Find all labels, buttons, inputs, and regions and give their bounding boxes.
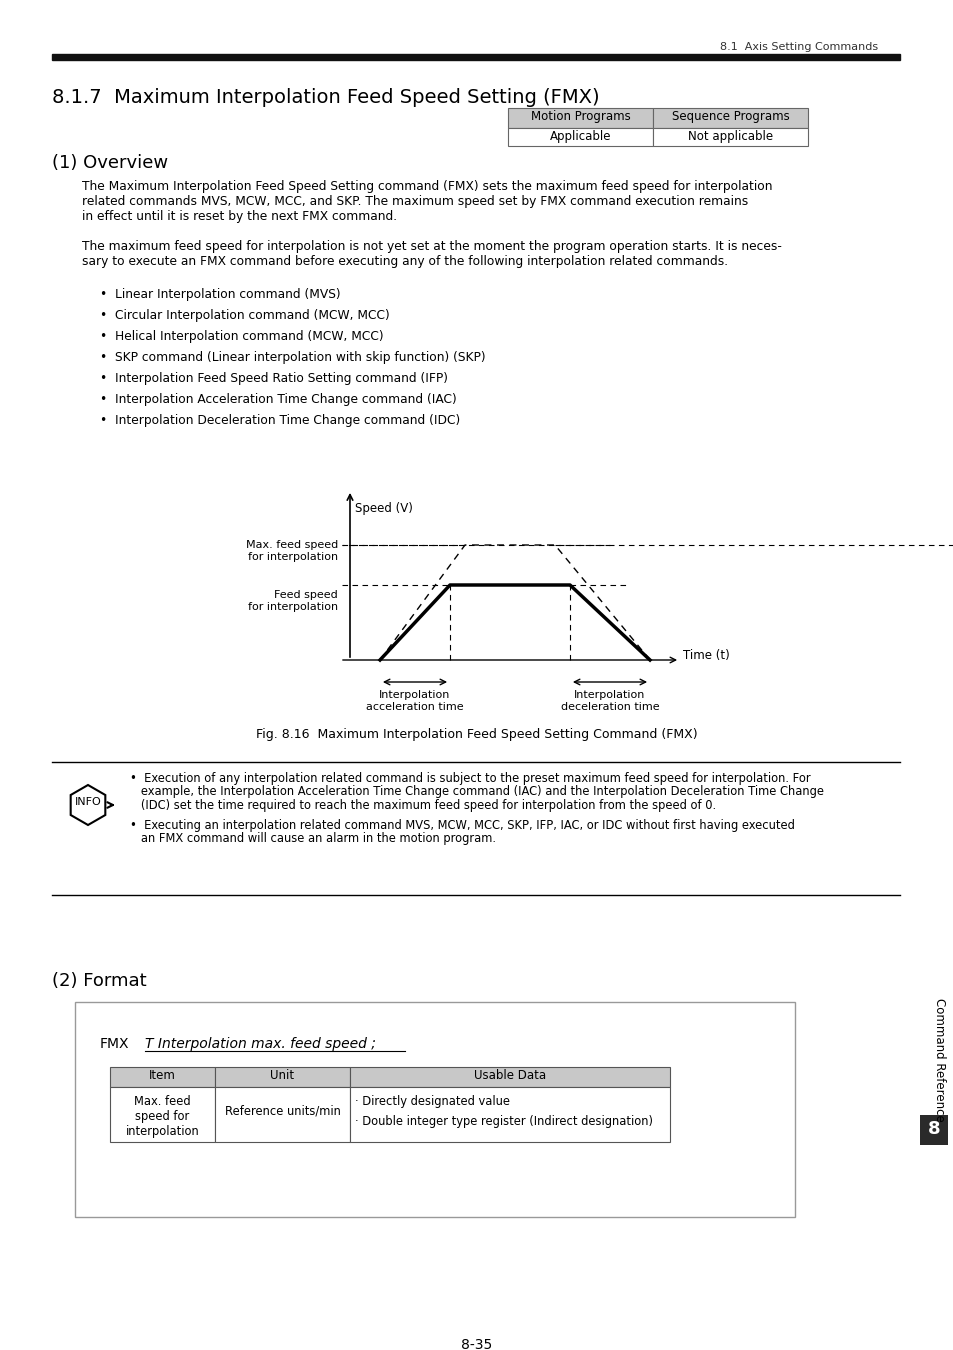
Text: •  Interpolation Deceleration Time Change command (IDC): • Interpolation Deceleration Time Change…	[100, 414, 459, 427]
Text: 8.1  Axis Setting Commands: 8.1 Axis Setting Commands	[720, 42, 877, 53]
Text: INFO: INFO	[74, 796, 101, 807]
Text: Reference units/min: Reference units/min	[224, 1106, 340, 1118]
Text: The Maximum Interpolation Feed Speed Setting command (FMX) sets the maximum feed: The Maximum Interpolation Feed Speed Set…	[82, 180, 772, 223]
Bar	[52, 54, 899, 59]
Text: •  Circular Interpolation command (MCW, MCC): • Circular Interpolation command (MCW, M…	[100, 309, 390, 323]
Bar	[214, 1066, 350, 1087]
Text: (IDC) set the time required to reach the maximum feed speed for interpolation fr: (IDC) set the time required to reach the…	[130, 799, 716, 811]
Text: •  Interpolation Feed Speed Ratio Setting command (IFP): • Interpolation Feed Speed Ratio Setting…	[100, 373, 448, 385]
Text: · Double integer type register (Indirect designation): · Double integer type register (Indirect…	[355, 1115, 652, 1129]
Text: Max. feed
speed for
interpolation: Max. feed speed for interpolation	[126, 1095, 199, 1138]
Text: FMX: FMX	[100, 1037, 130, 1052]
Text: Command Reference: Command Reference	[933, 998, 945, 1122]
Bar	[652, 128, 807, 146]
Bar	[110, 1066, 214, 1087]
Text: Sequence Programs: Sequence Programs	[671, 109, 788, 123]
Bar	[507, 128, 652, 146]
Text: an FMX command will cause an alarm in the motion program.: an FMX command will cause an alarm in th…	[130, 832, 496, 845]
Text: •  Execution of any interpolation related command is subject to the preset maxim: • Execution of any interpolation related…	[130, 772, 810, 784]
Text: •  SKP command (Linear interpolation with skip function) (SKP): • SKP command (Linear interpolation with…	[100, 351, 485, 364]
Bar	[652, 108, 807, 128]
Text: Speed (V): Speed (V)	[355, 502, 413, 514]
Bar	[350, 1087, 669, 1142]
Bar	[919, 1115, 947, 1145]
Bar	[507, 108, 652, 128]
Text: T Interpolation max. feed speed ;: T Interpolation max. feed speed ;	[145, 1037, 375, 1052]
Text: Interpolation
acceleration time: Interpolation acceleration time	[366, 690, 463, 711]
Text: •  Interpolation Acceleration Time Change command (IAC): • Interpolation Acceleration Time Change…	[100, 393, 456, 406]
Text: (2) Format: (2) Format	[52, 972, 147, 990]
Bar	[214, 1087, 350, 1142]
Bar	[350, 1066, 669, 1087]
Text: •  Helical Interpolation command (MCW, MCC): • Helical Interpolation command (MCW, MC…	[100, 329, 383, 343]
Text: The maximum feed speed for interpolation is not yet set at the moment the progra: The maximum feed speed for interpolation…	[82, 240, 781, 269]
Text: Feed speed
for interpolation: Feed speed for interpolation	[248, 590, 337, 612]
Text: · Directly designated value: · Directly designated value	[355, 1095, 510, 1108]
Text: Usable Data: Usable Data	[474, 1069, 545, 1081]
Text: Applicable: Applicable	[549, 130, 611, 143]
Text: 8: 8	[926, 1120, 940, 1138]
Text: •  Linear Interpolation command (MVS): • Linear Interpolation command (MVS)	[100, 288, 340, 301]
Text: Fig. 8.16  Maximum Interpolation Feed Speed Setting Command (FMX): Fig. 8.16 Maximum Interpolation Feed Spe…	[256, 728, 697, 741]
Text: •  Executing an interpolation related command MVS, MCW, MCC, SKP, IFP, IAC, or I: • Executing an interpolation related com…	[130, 818, 794, 832]
Text: Interpolation
deceleration time: Interpolation deceleration time	[560, 690, 659, 711]
Text: example, the Interpolation Acceleration Time Change command (IAC) and the Interp: example, the Interpolation Acceleration …	[130, 786, 823, 798]
Bar	[75, 1002, 794, 1216]
Text: Unit: Unit	[270, 1069, 294, 1081]
Text: Time (t): Time (t)	[682, 648, 729, 662]
Bar	[110, 1087, 214, 1142]
Text: (1) Overview: (1) Overview	[52, 154, 168, 171]
Text: Motion Programs: Motion Programs	[530, 109, 630, 123]
Text: 8.1.7  Maximum Interpolation Feed Speed Setting (FMX): 8.1.7 Maximum Interpolation Feed Speed S…	[52, 88, 599, 107]
Text: Not applicable: Not applicable	[687, 130, 772, 143]
Text: Item: Item	[149, 1069, 175, 1081]
Text: Max. feed speed
for interpolation: Max. feed speed for interpolation	[246, 540, 337, 562]
Text: 8-35: 8-35	[461, 1338, 492, 1350]
